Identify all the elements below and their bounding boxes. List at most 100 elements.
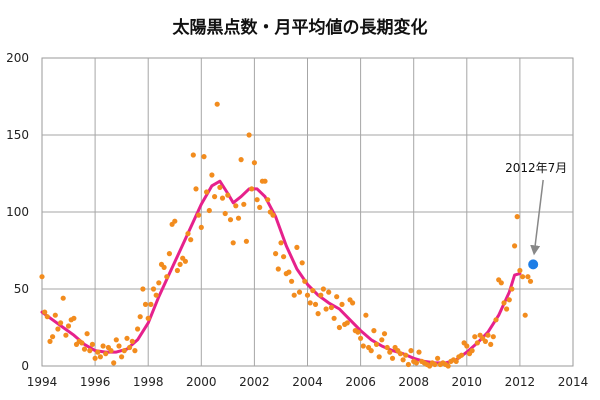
data-point	[286, 269, 292, 275]
data-point	[219, 195, 226, 201]
data-point	[397, 351, 403, 357]
data-point	[493, 317, 499, 323]
data-point	[273, 251, 279, 257]
data-point	[432, 361, 438, 368]
data-point	[100, 343, 106, 349]
data-point	[517, 267, 523, 274]
data-point	[506, 297, 512, 303]
data-point	[81, 346, 88, 352]
x-tick-label: 1996	[80, 375, 111, 389]
data-point	[246, 132, 252, 138]
data-point	[65, 323, 72, 329]
data-point	[135, 326, 141, 332]
data-point	[235, 215, 242, 221]
data-point	[95, 349, 101, 355]
data-point	[166, 251, 172, 257]
data-point	[296, 289, 303, 295]
data-point	[92, 355, 98, 361]
data-point	[172, 218, 178, 224]
x-tick-label: 1998	[133, 375, 164, 389]
data-point	[142, 301, 149, 307]
data-point	[312, 301, 319, 307]
data-point	[262, 178, 268, 184]
data-point	[453, 358, 459, 364]
annotation-label: 2012年7月	[505, 161, 567, 175]
data-point	[206, 207, 212, 214]
data-point	[79, 340, 85, 346]
data-point	[119, 354, 125, 360]
data-point	[177, 261, 183, 267]
x-tick-label: 2014	[558, 375, 589, 389]
data-point	[278, 240, 284, 246]
data-point	[326, 289, 332, 295]
data-point	[445, 363, 451, 369]
data-point	[121, 348, 127, 354]
data-point	[196, 212, 202, 218]
data-point	[185, 231, 191, 237]
data-point	[482, 338, 488, 344]
data-point	[520, 274, 526, 280]
x-tick-label: 1994	[27, 375, 58, 389]
data-point	[323, 306, 329, 312]
data-point	[488, 341, 494, 347]
x-tick-label: 2006	[345, 375, 376, 389]
x-axis-tick-labels: 1994 1996 1998 2000 2002 2004 2006 2008 2010 2012…	[27, 375, 589, 389]
data-point	[238, 157, 244, 163]
data-point	[514, 214, 520, 220]
data-point	[355, 329, 361, 335]
data-point	[379, 337, 385, 343]
data-point	[389, 355, 396, 361]
data-point	[249, 186, 255, 192]
y-axis-tick-labels: 0 50 100 150 200	[6, 51, 29, 373]
data-point	[47, 338, 53, 344]
data-point	[358, 335, 364, 341]
y-tick-label: 100	[6, 205, 29, 219]
data-point	[214, 101, 220, 107]
data-point	[416, 349, 422, 355]
data-point	[212, 194, 218, 200]
data-point	[60, 295, 66, 301]
data-point	[55, 326, 61, 332]
data-point	[44, 314, 50, 320]
data-point	[376, 354, 382, 360]
data-point	[230, 240, 236, 246]
data-point	[387, 349, 393, 355]
data-point	[472, 334, 478, 340]
data-point	[400, 357, 406, 363]
annotation-arrow	[530, 179, 544, 256]
data-point	[294, 244, 300, 250]
data-point	[265, 197, 271, 203]
data-point	[525, 274, 531, 280]
data-point	[304, 292, 311, 298]
y-tick-label: 50	[14, 282, 29, 296]
x-tick-label: 2008	[398, 375, 429, 389]
x-tick-label: 2012	[505, 375, 536, 389]
data-point	[108, 348, 114, 354]
data-point	[474, 340, 480, 346]
data-point	[254, 197, 260, 203]
data-point	[336, 324, 342, 331]
data-point	[360, 343, 366, 349]
data-point	[302, 278, 308, 284]
data-point	[243, 238, 249, 244]
data-point	[320, 286, 326, 292]
data-point	[307, 300, 313, 306]
data-point	[233, 203, 239, 209]
data-point	[222, 210, 228, 217]
data-point	[344, 320, 350, 326]
y-tick-label: 0	[21, 359, 29, 373]
data-point	[318, 292, 324, 298]
data-point	[405, 361, 411, 368]
data-point	[111, 360, 117, 366]
data-point	[127, 344, 133, 351]
data-point	[204, 189, 210, 195]
data-point	[148, 301, 154, 307]
data-point	[458, 352, 465, 358]
data-point	[257, 204, 263, 210]
data-point	[188, 237, 194, 243]
data-point	[137, 314, 143, 320]
data-point	[384, 344, 390, 351]
data-point	[469, 348, 475, 354]
